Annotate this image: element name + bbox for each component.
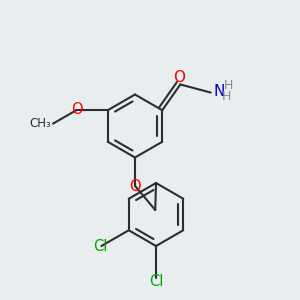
Text: N: N bbox=[214, 84, 225, 99]
Text: O: O bbox=[71, 102, 82, 117]
Text: O: O bbox=[130, 179, 141, 194]
Text: H: H bbox=[222, 90, 231, 103]
Text: CH₃: CH₃ bbox=[29, 117, 51, 130]
Text: H: H bbox=[224, 80, 233, 92]
Text: O: O bbox=[173, 70, 185, 85]
Text: Cl: Cl bbox=[149, 274, 163, 289]
Text: Cl: Cl bbox=[93, 238, 108, 253]
